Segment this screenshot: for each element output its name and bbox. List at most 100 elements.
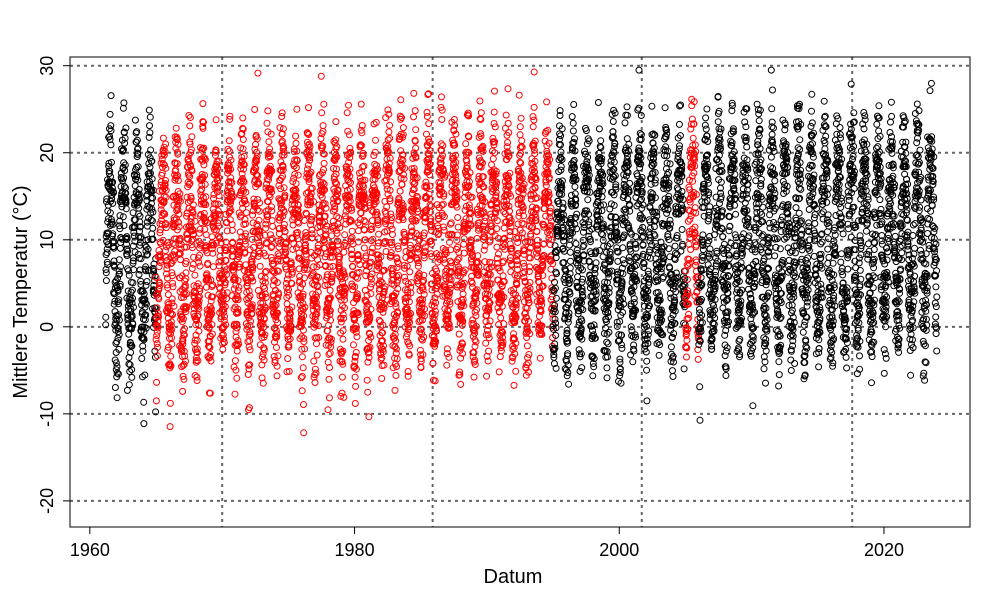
data-point bbox=[314, 283, 321, 291]
data-point bbox=[167, 362, 175, 370]
data-point bbox=[173, 160, 181, 168]
data-point bbox=[436, 179, 444, 187]
data-point bbox=[110, 244, 118, 252]
data-point bbox=[327, 335, 335, 343]
data-point bbox=[233, 320, 241, 328]
data-point bbox=[326, 253, 334, 261]
data-point bbox=[133, 128, 141, 136]
data-point bbox=[200, 153, 208, 161]
data-point bbox=[166, 361, 174, 369]
data-point bbox=[230, 285, 238, 293]
data-point bbox=[251, 106, 259, 113]
data-point bbox=[557, 163, 565, 170]
data-point bbox=[357, 126, 365, 134]
data-point bbox=[333, 153, 341, 161]
data-point bbox=[405, 323, 413, 331]
data-point bbox=[423, 183, 431, 191]
data-point bbox=[372, 118, 380, 126]
data-point bbox=[273, 330, 281, 338]
data-point bbox=[421, 247, 429, 255]
data-point bbox=[193, 373, 201, 381]
data-point bbox=[147, 216, 155, 224]
data-point bbox=[410, 168, 418, 176]
data-point bbox=[230, 268, 238, 276]
data-point bbox=[246, 337, 254, 345]
data-point bbox=[643, 357, 651, 365]
data-point bbox=[443, 361, 451, 369]
data-point bbox=[248, 266, 256, 274]
data-point bbox=[410, 113, 417, 121]
data-point bbox=[392, 372, 400, 379]
data-point bbox=[231, 357, 239, 365]
data-point bbox=[131, 116, 139, 124]
data-point bbox=[238, 157, 246, 165]
data-point bbox=[212, 147, 220, 155]
data-point bbox=[134, 163, 142, 171]
data-point bbox=[293, 194, 301, 201]
data-point bbox=[487, 227, 495, 235]
data-point bbox=[332, 170, 340, 178]
data-point bbox=[452, 151, 459, 159]
data-point bbox=[367, 275, 375, 283]
data-point bbox=[307, 221, 315, 229]
data-point bbox=[379, 321, 387, 329]
data-point bbox=[468, 279, 476, 287]
data-point bbox=[141, 295, 149, 303]
data-point bbox=[208, 321, 216, 329]
data-point bbox=[299, 293, 307, 300]
data-point bbox=[193, 348, 200, 356]
data-point bbox=[149, 224, 157, 232]
data-point bbox=[102, 277, 110, 285]
data-point bbox=[115, 331, 123, 339]
data-point bbox=[180, 347, 188, 355]
data-point bbox=[195, 258, 203, 266]
data-point bbox=[485, 303, 493, 311]
data-point bbox=[460, 302, 468, 310]
data-point bbox=[286, 315, 294, 323]
data-point bbox=[167, 330, 175, 338]
data-point bbox=[228, 194, 236, 202]
data-point bbox=[265, 148, 273, 156]
data-point bbox=[431, 377, 439, 385]
data-point bbox=[643, 366, 651, 374]
data-point bbox=[291, 190, 299, 198]
data-point bbox=[451, 121, 459, 129]
data-point bbox=[478, 146, 486, 154]
data-point bbox=[198, 173, 206, 181]
data-point bbox=[190, 282, 198, 290]
data-point bbox=[202, 193, 210, 201]
data-point bbox=[322, 262, 330, 269]
data-point bbox=[161, 247, 169, 255]
data-point bbox=[307, 199, 315, 206]
data-point bbox=[208, 245, 216, 253]
data-point bbox=[300, 401, 307, 408]
data-point bbox=[260, 315, 268, 323]
data-point bbox=[176, 235, 183, 243]
data-point bbox=[225, 137, 233, 145]
data-point bbox=[223, 227, 231, 235]
data-point bbox=[486, 292, 494, 299]
data-point bbox=[569, 119, 577, 127]
data-point bbox=[432, 338, 440, 345]
data-point bbox=[233, 347, 241, 355]
data-point bbox=[120, 183, 128, 190]
data-point bbox=[300, 312, 308, 320]
data-point bbox=[374, 242, 382, 250]
data-point bbox=[437, 159, 445, 167]
data-point bbox=[423, 194, 431, 202]
data-point bbox=[155, 263, 163, 271]
data-point bbox=[267, 236, 275, 244]
data-point bbox=[494, 259, 502, 267]
data-point bbox=[352, 325, 360, 333]
data-point bbox=[128, 366, 136, 374]
data-point bbox=[305, 178, 313, 186]
data-point bbox=[232, 333, 240, 341]
data-point bbox=[302, 261, 310, 269]
data-point bbox=[407, 289, 415, 297]
data-point bbox=[464, 173, 472, 180]
data-point bbox=[114, 370, 122, 378]
data-point bbox=[204, 291, 212, 299]
data-point bbox=[417, 357, 425, 365]
data-point bbox=[203, 270, 211, 278]
data-point bbox=[148, 236, 156, 244]
